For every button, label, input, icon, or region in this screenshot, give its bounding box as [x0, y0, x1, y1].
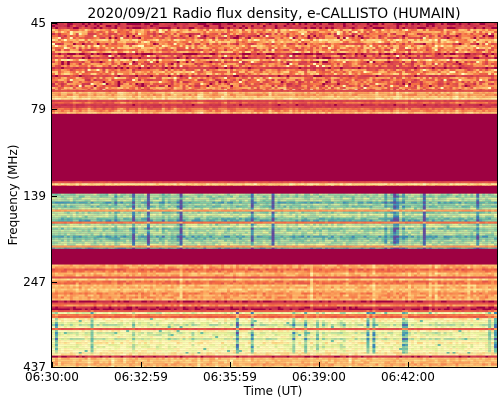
chart-title: 2020/09/21 Radio flux density, e-CALLIST… [87, 6, 460, 22]
y-tick-label: 45 [31, 16, 46, 30]
y-tick-label: 139 [23, 189, 46, 203]
heatmap-band [52, 90, 497, 114]
heatmap-band [52, 23, 497, 90]
heatmap-band [52, 310, 497, 354]
x-tick-label: 06:35:59 [203, 370, 257, 384]
x-tick-label: 06:42:00 [381, 370, 435, 384]
heatmap-band [52, 265, 497, 311]
x-tick-label: 06:39:00 [292, 370, 346, 384]
y-axis-label: Frequency (MHz) [6, 145, 20, 246]
y-tick-label: 247 [23, 275, 46, 289]
y-tick-label: 79 [31, 102, 46, 116]
heatmap-band [52, 194, 497, 249]
y-tick-label: 437 [23, 360, 46, 374]
heatmap-area [52, 23, 497, 367]
x-axis-label: Time (UT) [243, 384, 303, 398]
heatmap-band [52, 181, 497, 186]
x-tick-label: 06:32:59 [114, 370, 168, 384]
